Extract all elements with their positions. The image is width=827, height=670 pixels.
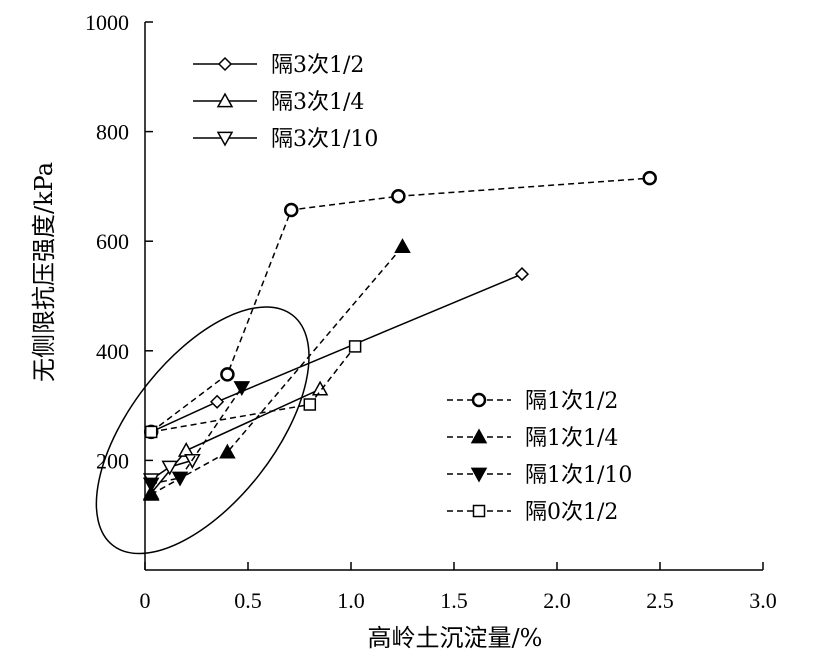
legend-label: 隔1次1/4 bbox=[525, 426, 618, 451]
legend-marker bbox=[217, 56, 233, 72]
x-tick-label: 1.0 bbox=[337, 588, 365, 613]
highlight-ellipse bbox=[95, 306, 310, 555]
legend-item: 隔3次1/4 bbox=[193, 90, 364, 115]
y-tick-label: 1000 bbox=[85, 10, 129, 35]
data-point bbox=[171, 471, 189, 487]
legend-item: 隔0次1/2 bbox=[447, 500, 618, 525]
y-axis-label: 无侧限抗压强度/kPa bbox=[30, 162, 58, 382]
data-point bbox=[144, 425, 158, 439]
legend-dashed: 隔1次1/2 隔1次1/4 隔1次1/10 隔0次1/2 bbox=[447, 389, 632, 525]
legend-label: 隔3次1/10 bbox=[271, 127, 378, 152]
series-line bbox=[151, 387, 243, 485]
series-line bbox=[150, 273, 523, 433]
legend-label: 隔3次1/4 bbox=[271, 90, 364, 115]
y-tick-label: 800 bbox=[96, 120, 129, 145]
legend-marker bbox=[471, 392, 487, 408]
series-6 bbox=[142, 381, 251, 493]
legend-label: 隔3次1/2 bbox=[271, 53, 364, 78]
y-tick-label: 200 bbox=[96, 448, 129, 473]
series-2 bbox=[142, 380, 329, 500]
series-layer bbox=[142, 170, 657, 501]
series-1 bbox=[144, 267, 530, 439]
legend-marker bbox=[470, 467, 488, 483]
data-point bbox=[284, 202, 299, 218]
legend-label: 隔1次1/10 bbox=[525, 463, 632, 488]
data-point bbox=[142, 477, 160, 493]
data-point bbox=[642, 170, 657, 186]
legend-marker bbox=[472, 504, 486, 518]
y-tick-label: 400 bbox=[96, 339, 129, 364]
data-point bbox=[233, 381, 251, 397]
data-point bbox=[303, 398, 317, 411]
legend-item: 隔1次1/2 bbox=[447, 389, 618, 414]
y-tick-label: 600 bbox=[96, 229, 129, 254]
y-axis: 200 400 600 800 1000 bbox=[85, 10, 153, 570]
data-point bbox=[142, 485, 160, 501]
x-tick-label: 0.5 bbox=[234, 588, 262, 613]
data-point bbox=[394, 238, 411, 254]
data-point bbox=[311, 380, 329, 396]
data-point bbox=[210, 394, 225, 409]
series-5 bbox=[142, 238, 411, 501]
x-tick-label: 2.0 bbox=[543, 588, 571, 613]
x-tick-label: 3.0 bbox=[749, 588, 777, 613]
plot-area bbox=[95, 306, 310, 555]
legend-item: 隔3次1/10 bbox=[193, 127, 378, 152]
legend-label: 隔1次1/2 bbox=[525, 389, 618, 414]
data-point bbox=[220, 367, 235, 382]
x-axis: 0 0.5 1.0 1.5 2.0 2.5 3.0 bbox=[140, 562, 777, 613]
data-point bbox=[161, 460, 178, 476]
legend-item: 隔3次1/2 bbox=[193, 53, 364, 78]
legend-marker bbox=[470, 428, 488, 444]
data-point bbox=[391, 189, 406, 204]
series-7 bbox=[144, 340, 362, 439]
data-point bbox=[348, 340, 362, 353]
legend-solid: 隔3次1/2 隔3次1/4 隔3次1/10 bbox=[193, 53, 378, 152]
x-tick-label: 2.5 bbox=[646, 588, 674, 613]
x-tick-label: 0 bbox=[140, 588, 151, 613]
data-point bbox=[514, 267, 530, 282]
x-axis-label: 高岭土沉淀量/% bbox=[368, 624, 543, 652]
legend-marker bbox=[216, 92, 234, 108]
legend-marker bbox=[216, 131, 234, 147]
legend-item: 隔1次1/4 bbox=[447, 426, 618, 451]
x-tick-label: 1.5 bbox=[440, 588, 468, 613]
legend-label: 隔0次1/2 bbox=[525, 500, 618, 525]
legend-item: 隔1次1/10 bbox=[447, 463, 632, 488]
data-point bbox=[219, 443, 236, 459]
